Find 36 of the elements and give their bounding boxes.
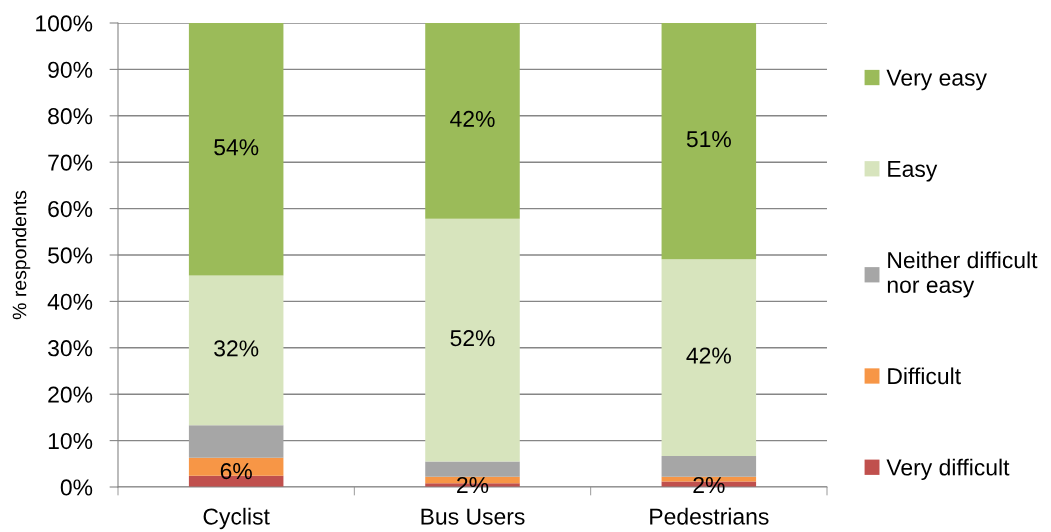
data-label: 52% [450, 330, 495, 347]
legend-label: Very easy [886, 69, 987, 91]
data-label: 42% [686, 347, 731, 364]
y-tick-label: 70% [48, 154, 93, 171]
bar [188, 23, 284, 276]
bar [188, 275, 284, 426]
legend-label: Difficult [888, 367, 961, 385]
y-tick-label: 10% [48, 432, 93, 450]
data-label: 32% [214, 340, 259, 357]
y-tick-label: 90% [48, 61, 93, 78]
data-label: 54% [214, 139, 259, 156]
legend-label: Easy [888, 161, 938, 182]
bar [661, 23, 757, 260]
y-tick-label: 40% [47, 293, 93, 310]
bar [425, 23, 520, 219]
y-tick-label: 80% [48, 108, 93, 125]
y-tick-label: 60% [48, 200, 93, 218]
data-label: 42% [450, 110, 495, 127]
x-tick-label: Cyclist [203, 507, 270, 530]
y-tick-label: 100% [36, 15, 93, 32]
y-tick-label: 30% [48, 340, 93, 357]
y-tick-label: 20% [48, 386, 93, 403]
data-label: 51% [686, 131, 731, 148]
annotation: 6% [220, 463, 252, 480]
legend-label: Neither difficult nor easy [887, 251, 1038, 298]
bar [425, 461, 520, 477]
legend-label: Very difficult [886, 458, 1010, 481]
y-axis-title: % respondents [12, 190, 31, 320]
y-tick-label: 50% [48, 247, 93, 264]
bar [188, 425, 284, 458]
x-tick-label: Pedestrians [650, 507, 769, 525]
y-tick-label: 0% [60, 479, 93, 496]
x-tick-label: Bus Users [421, 508, 525, 525]
bar [661, 259, 757, 456]
bar [661, 455, 757, 477]
bar [425, 218, 520, 462]
